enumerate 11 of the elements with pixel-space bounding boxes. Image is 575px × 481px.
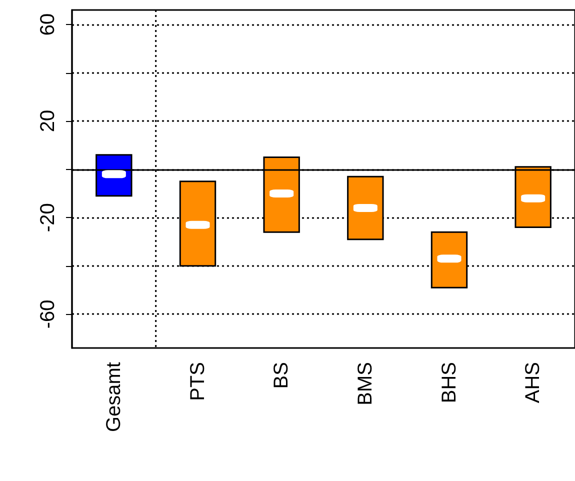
x-tick-label: AHS xyxy=(522,362,544,404)
y-tick-label: 60 xyxy=(37,13,59,36)
y-tick-label: -20 xyxy=(37,203,59,232)
x-tick-label: BHS xyxy=(438,362,460,404)
bar xyxy=(347,176,384,240)
y-tick-label: 20 xyxy=(37,110,59,132)
x-tick-label: Gesamt xyxy=(102,362,125,432)
x-tick-label: PTS xyxy=(186,362,209,401)
y-tick-label: -60 xyxy=(37,300,59,329)
x-tick-label: BMS xyxy=(354,362,376,406)
x-tick-label: BS xyxy=(270,362,293,389)
